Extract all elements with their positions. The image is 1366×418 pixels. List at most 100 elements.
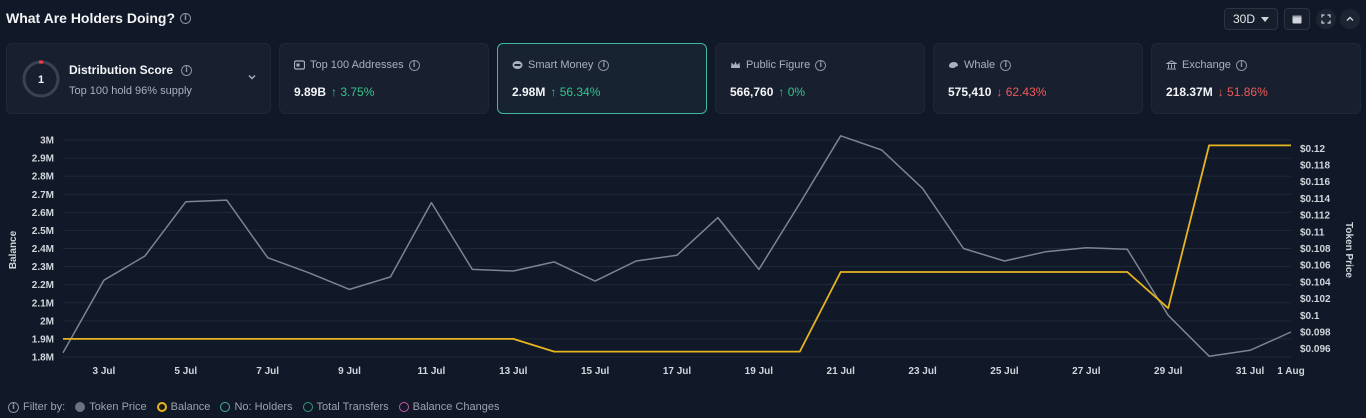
y-tick-label: 2.2M [32, 280, 54, 291]
x-tick-label: 9 Jul [338, 366, 361, 377]
smart-money-icon [512, 61, 523, 69]
card-whale[interactable]: Whale i 575,410 ↓ 62.43% [933, 43, 1143, 114]
filter-label-text: Filter by: [23, 401, 66, 413]
card-value-text: 218.37M [1166, 85, 1213, 99]
card-value-text: 566,760 [730, 85, 774, 99]
calendar-button[interactable] [1284, 8, 1310, 30]
y2-axis-label: Token Price [1343, 222, 1354, 278]
card-label-text: Public Figure [746, 59, 811, 71]
change-badge: ↑ 3.75% [331, 85, 375, 99]
y-tick-label: 2.9M [32, 154, 54, 165]
left-axis-ticks: 1.8M 1.9M 2M 2.1M 2.2M 2.3M 2.4M 2.5M 2.6M 2.7M 2.… [32, 136, 54, 364]
card-exchange[interactable]: Exchange i 218.37M ↓ 51.86% [1151, 43, 1361, 114]
x-tick-label: 27 Jul [1072, 366, 1101, 377]
y-tick-label: 1.9M [32, 334, 54, 345]
y2-tick-label: $0.118 [1300, 161, 1330, 172]
filter-item-label: Balance [170, 401, 211, 413]
chevron-down-icon[interactable] [247, 72, 257, 82]
y2-tick-label: $0.116 [1300, 177, 1330, 188]
holder-cards: 1 Distribution Score i Top 100 hold 96% … [0, 43, 1366, 115]
card-value: 566,760 ↑ 0% [730, 85, 805, 99]
info-icon[interactable]: i [181, 64, 193, 76]
card-value-text: 9.89B [294, 85, 327, 99]
info-icon[interactable]: i [1235, 59, 1247, 71]
score-value: 1 [38, 74, 44, 86]
card-label-text: Exchange [1182, 59, 1231, 71]
x-tick-label: 13 Jul [499, 366, 528, 377]
y2-tick-label: $0.114 [1300, 194, 1330, 205]
y2-tick-label: $0.104 [1300, 277, 1331, 288]
x-tick-label: 25 Jul [990, 366, 1019, 377]
legend-dot [156, 402, 167, 412]
y2-tick-label: $0.098 [1300, 327, 1331, 338]
card-public-figure[interactable]: Public Figure i 566,760 ↑ 0% [715, 43, 925, 114]
holders-chart[interactable]: 1.8M 1.9M 2M 2.1M 2.2M 2.3M 2.4M 2.5M 2.6M 2.7M 2.… [0, 120, 1366, 382]
info-icon[interactable]: i [408, 59, 420, 71]
y2-tick-label: $0.102 [1300, 294, 1331, 305]
whale-icon [949, 62, 958, 68]
info-icon[interactable]: i [815, 59, 827, 71]
legend-dot [75, 402, 86, 412]
filter-item-label: No: Holders [234, 401, 293, 413]
distribution-title: Distribution Score i [69, 63, 193, 77]
filter-balance[interactable]: Balance [156, 401, 211, 413]
view-controls [1316, 9, 1360, 29]
info-icon[interactable]: i [1000, 59, 1012, 71]
series-line-balance[interactable] [63, 144, 1291, 353]
header: What Are Holders Doing? i 30D [0, 0, 1366, 38]
card-label-text: Top 100 Addresses [310, 59, 404, 71]
fullscreen-icon [1321, 14, 1331, 24]
x-tick-label: 1 Aug [1277, 366, 1304, 377]
period-label: 30D [1232, 12, 1255, 26]
calendar-icon [1292, 15, 1302, 24]
x-tick-label: 31 Jul [1236, 366, 1265, 377]
x-tick-label: 21 Jul [827, 366, 856, 377]
y-tick-label: 2.3M [32, 262, 54, 273]
y2-tick-label: $0.106 [1300, 261, 1331, 272]
filter-item-label: Total Transfers [316, 401, 389, 413]
change-badge: ↓ 62.43% [996, 85, 1047, 99]
y-tick-label: 2.1M [32, 298, 54, 309]
card-label: Exchange i [1166, 59, 1247, 71]
bank-icon [1166, 60, 1177, 70]
distribution-title-text: Distribution Score [69, 63, 174, 77]
card-value: 2.98M ↑ 56.34% [512, 85, 600, 99]
x-tick-label: 3 Jul [93, 366, 116, 377]
y-tick-label: 2.4M [32, 244, 54, 255]
y2-tick-label: $0.096 [1300, 344, 1331, 355]
legend-dot [220, 402, 231, 412]
card-label: Smart Money i [512, 59, 610, 71]
distribution-score-card[interactable]: 1 Distribution Score i Top 100 hold 96% … [6, 43, 271, 114]
collapse-button[interactable] [1340, 9, 1360, 29]
card-value-text: 575,410 [948, 85, 992, 99]
series-line-token-price[interactable] [62, 135, 1292, 357]
y2-tick-label: $0.112 [1300, 211, 1330, 222]
page-title: What Are Holders Doing? i [6, 10, 192, 26]
filter-total-transfers[interactable]: Total Transfers [302, 401, 389, 413]
card-top-100-addresses[interactable]: Top 100 Addresses i 9.89B ↑ 3.75% [279, 43, 489, 114]
info-icon[interactable]: i [598, 59, 610, 71]
card-label-text: Whale [964, 59, 996, 71]
filter-bar: i Filter by: Token Price Balance No: Hol… [8, 400, 500, 414]
card-smart-money[interactable]: Smart Money i 2.98M ↑ 56.34% [497, 43, 707, 114]
info-icon[interactable]: i [8, 401, 19, 413]
y-tick-label: 2.5M [32, 226, 54, 237]
crown-icon [731, 61, 740, 68]
filter-balance-changes[interactable]: Balance Changes [398, 401, 500, 413]
chevron-up-icon [1346, 16, 1354, 21]
y2-tick-label: $0.1 [1300, 311, 1320, 322]
y-tick-label: 3M [40, 136, 54, 147]
change-badge: ↓ 51.86% [1217, 85, 1268, 99]
fullscreen-button[interactable] [1316, 9, 1336, 29]
info-icon[interactable]: i [180, 12, 192, 24]
y-tick-label: 2M [40, 316, 54, 327]
right-axis-ticks: $0.096 $0.098 $0.1 $0.102 $0.104 $0.106 $0.108… [1300, 144, 1331, 355]
y-tick-label: 1.8M [32, 353, 54, 364]
card-label-text: Smart Money [528, 59, 594, 71]
period-dropdown[interactable]: 30D [1223, 8, 1278, 30]
y-tick-label: 2.8M [32, 172, 54, 183]
y-axis-label: Balance [8, 230, 19, 269]
filter-token-price[interactable]: Token Price [75, 401, 147, 413]
filter-no-holders[interactable]: No: Holders [220, 401, 293, 413]
distribution-subtitle: Top 100 hold 96% supply [69, 85, 192, 97]
